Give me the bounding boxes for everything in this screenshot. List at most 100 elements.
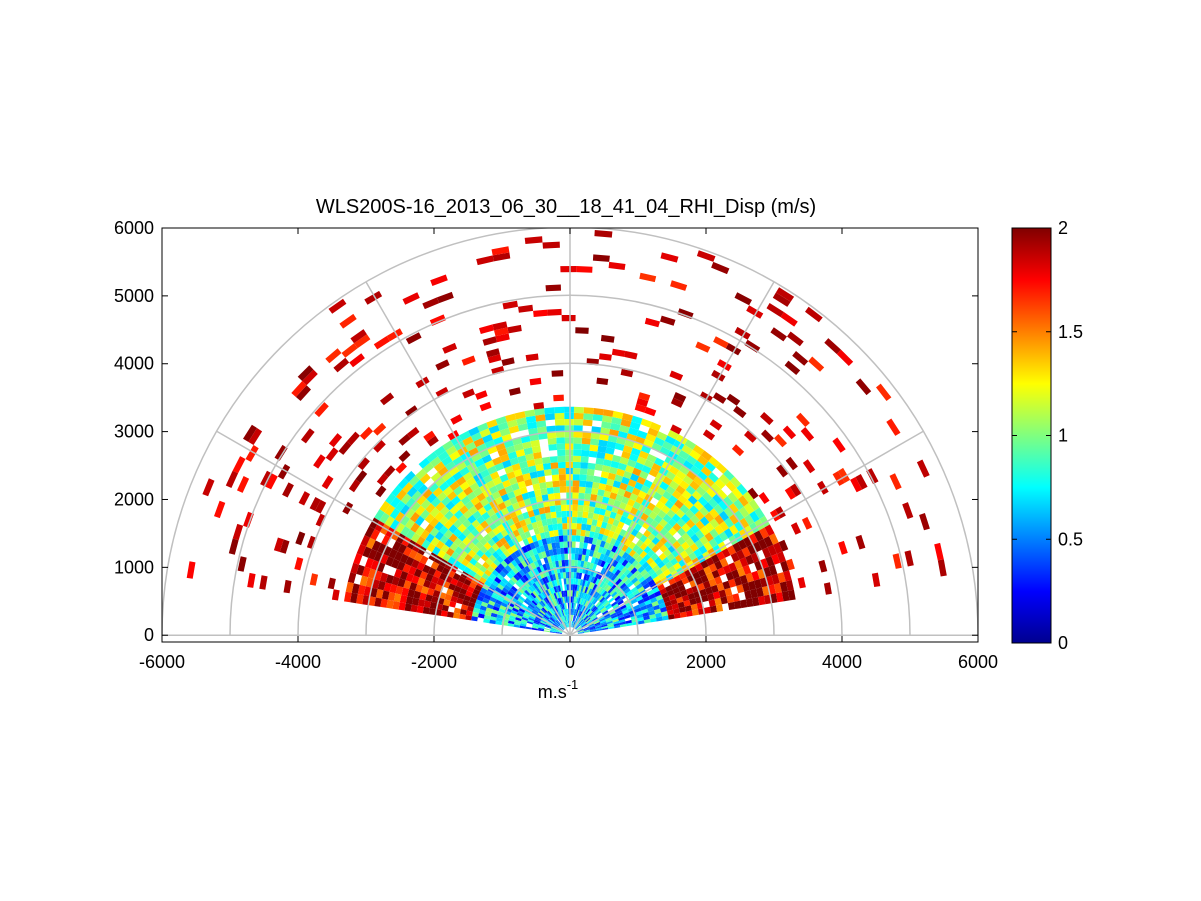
data-cell xyxy=(675,509,686,519)
data-cell xyxy=(541,456,551,464)
data-cell xyxy=(476,478,486,488)
data-cell xyxy=(500,602,508,608)
data-cell xyxy=(612,593,620,600)
data-cell xyxy=(518,595,526,602)
data-cell xyxy=(561,616,565,623)
data-cell xyxy=(509,569,516,577)
data-cell xyxy=(419,592,427,601)
data-cell xyxy=(721,548,731,558)
data-cell xyxy=(734,559,743,570)
data-cell xyxy=(549,631,556,634)
data-cell xyxy=(538,601,545,608)
data-cell xyxy=(753,579,762,589)
data-cell xyxy=(405,529,416,540)
data-cell xyxy=(708,538,718,548)
data-cell xyxy=(506,419,518,428)
data-cell xyxy=(555,425,565,432)
data-cell xyxy=(628,574,636,582)
data-cell xyxy=(579,474,587,481)
data-cell xyxy=(776,551,786,563)
data-cell xyxy=(508,425,520,434)
data-cell xyxy=(483,618,490,624)
data-cell xyxy=(575,590,579,598)
data-cell xyxy=(556,629,563,632)
data-cell xyxy=(727,545,737,556)
data-cell xyxy=(431,575,439,584)
data-cell xyxy=(612,618,619,623)
data-cell xyxy=(500,590,508,597)
data-cell xyxy=(537,602,544,609)
data-cell xyxy=(647,549,656,558)
data-cell xyxy=(742,491,754,503)
data-cell xyxy=(686,470,697,481)
data-cell xyxy=(453,585,462,593)
data-cell xyxy=(436,291,454,304)
data-cell xyxy=(577,628,583,632)
data-cell xyxy=(578,618,583,624)
data-cell xyxy=(559,603,563,611)
data-cell xyxy=(771,553,781,565)
data-cell xyxy=(580,456,589,463)
data-cell xyxy=(615,554,622,563)
data-cell xyxy=(629,493,638,502)
data-cell xyxy=(587,588,593,595)
data-cell xyxy=(459,466,470,477)
data-cell xyxy=(719,557,729,568)
data-cell xyxy=(549,581,554,588)
data-cell xyxy=(374,520,385,532)
data-cell xyxy=(422,297,440,310)
data-cell xyxy=(601,590,608,597)
data-cell xyxy=(772,292,791,307)
data-cell xyxy=(664,435,677,446)
data-cell xyxy=(603,528,611,537)
data-cell xyxy=(539,482,547,490)
data-cell xyxy=(504,485,514,494)
data-cell xyxy=(479,448,490,459)
data-cell xyxy=(595,552,602,559)
data-cell xyxy=(774,434,787,448)
data-cell xyxy=(551,542,557,550)
data-cell xyxy=(494,496,504,505)
data-cell xyxy=(660,252,679,263)
data-cell xyxy=(563,541,568,548)
x-axis-label: m.s-1 xyxy=(538,677,579,702)
data-cell xyxy=(405,405,419,418)
data-cell xyxy=(520,621,527,625)
data-cell xyxy=(507,562,515,570)
data-cell xyxy=(632,467,642,477)
data-cell xyxy=(408,549,418,560)
data-cell xyxy=(665,485,676,495)
data-cell xyxy=(689,449,701,461)
data-cell xyxy=(608,565,615,573)
data-cell xyxy=(514,619,521,624)
data-cell xyxy=(850,477,863,493)
data-cell xyxy=(526,595,533,602)
data-cell xyxy=(469,467,480,477)
data-cell xyxy=(414,515,425,527)
data-cell xyxy=(479,483,489,493)
data-cell xyxy=(600,521,608,529)
data-cell xyxy=(538,627,545,631)
data-cell xyxy=(657,572,666,580)
data-cell xyxy=(571,523,577,530)
data-cell xyxy=(468,569,477,578)
data-cell xyxy=(622,609,629,615)
data-cell xyxy=(605,523,613,531)
data-cell xyxy=(492,476,502,486)
data-cell xyxy=(706,487,717,498)
data-cell xyxy=(555,431,565,438)
data-cell xyxy=(618,564,625,572)
data-cell xyxy=(571,621,573,628)
data-cell xyxy=(584,530,591,538)
data-cell xyxy=(562,529,568,536)
data-cell xyxy=(397,477,409,490)
data-cell xyxy=(621,551,629,560)
data-cell xyxy=(283,579,292,594)
data-cell xyxy=(681,594,690,602)
data-cell xyxy=(589,444,599,452)
data-cell xyxy=(801,516,813,530)
data-cell xyxy=(398,602,406,611)
data-cell xyxy=(553,622,559,627)
colorbar-tick-label: 2 xyxy=(1058,218,1068,238)
data-cell xyxy=(734,576,743,586)
